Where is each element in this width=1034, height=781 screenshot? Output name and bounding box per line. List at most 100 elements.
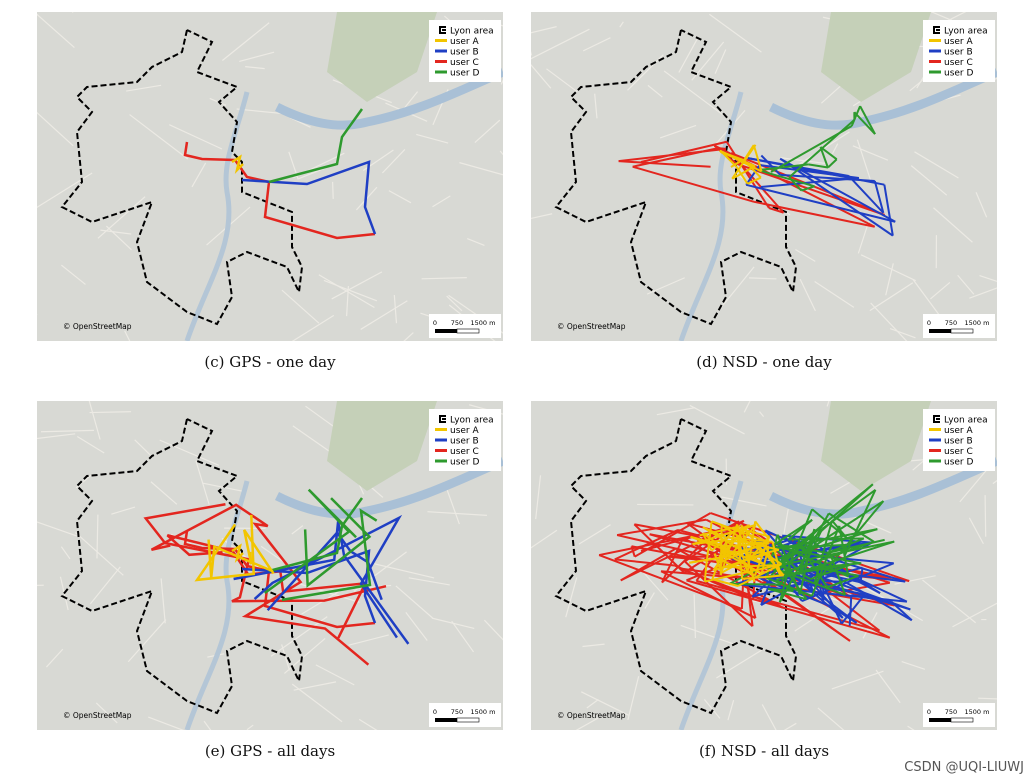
legend-icon [439, 415, 446, 423]
transition [741, 565, 757, 619]
transition [701, 532, 713, 552]
legend-label: user C [450, 447, 479, 457]
transition [704, 564, 779, 583]
street [718, 266, 755, 312]
transition [660, 570, 756, 619]
street [76, 436, 105, 454]
legend-label: user B [944, 48, 973, 58]
transition [760, 154, 781, 176]
transition [686, 579, 891, 639]
transition [859, 105, 876, 135]
legend-label: user B [944, 437, 973, 447]
transition [819, 146, 829, 168]
street [323, 279, 378, 302]
street [637, 503, 694, 506]
transition [873, 180, 885, 214]
street [432, 195, 451, 208]
transition [675, 547, 784, 609]
street [61, 264, 86, 285]
transition [745, 183, 767, 191]
transition [750, 566, 756, 582]
transition [614, 558, 675, 567]
legend-label: user D [450, 458, 479, 468]
scale-label: 0 [927, 708, 931, 716]
street [546, 68, 578, 93]
transition [778, 540, 895, 567]
trajectory [143, 503, 387, 603]
trajectory [241, 549, 377, 624]
street [727, 700, 735, 721]
trajectory [264, 488, 357, 594]
trajectory [150, 503, 370, 666]
street [709, 13, 762, 53]
street [270, 616, 328, 657]
map-background [531, 12, 997, 341]
street [388, 190, 412, 204]
street [332, 181, 334, 199]
transition [775, 579, 794, 592]
street [759, 411, 765, 418]
scale-bar [950, 717, 974, 723]
scale-bar [456, 328, 480, 334]
transition [719, 524, 739, 576]
transition [763, 544, 782, 577]
transition [827, 158, 838, 169]
street [100, 229, 132, 235]
transition [829, 553, 847, 596]
scale-label: 750 [945, 319, 957, 327]
street [975, 192, 988, 218]
street [914, 151, 959, 179]
transition [819, 146, 838, 161]
map-background [37, 12, 503, 341]
street [395, 585, 434, 619]
scale-bar [929, 329, 951, 333]
river [274, 456, 505, 519]
street [291, 683, 343, 723]
transition [767, 587, 807, 601]
scale-box [923, 703, 995, 727]
transition [618, 160, 711, 168]
transition [883, 184, 894, 236]
street [831, 143, 839, 155]
street [126, 84, 162, 92]
park [821, 401, 931, 491]
caption: (e) GPS - all days [204, 742, 336, 760]
street [627, 676, 640, 721]
street [582, 643, 605, 648]
transition [801, 483, 874, 550]
street [281, 644, 291, 671]
legend-label: user A [450, 426, 479, 436]
legend-label: user D [450, 69, 479, 79]
transition [757, 169, 815, 188]
caption: (c) GPS - one day [204, 353, 336, 371]
transition [719, 149, 756, 168]
street [703, 699, 721, 719]
transition [771, 545, 862, 565]
street [831, 670, 884, 690]
attribution: © OpenStreetMap [63, 322, 132, 331]
street [933, 207, 973, 243]
river [274, 67, 505, 130]
transition [721, 524, 783, 565]
transition [620, 547, 677, 582]
street [466, 237, 485, 247]
street [795, 248, 816, 262]
street [856, 139, 872, 182]
street [27, 518, 79, 538]
scale-bar [950, 328, 974, 334]
transition [819, 567, 859, 577]
street [416, 133, 449, 144]
street [408, 577, 450, 586]
street [222, 22, 270, 61]
street [852, 145, 889, 161]
legend-label: user A [450, 37, 479, 47]
street [979, 274, 1000, 283]
transition [703, 566, 708, 582]
street [678, 37, 699, 73]
transition [722, 560, 756, 577]
